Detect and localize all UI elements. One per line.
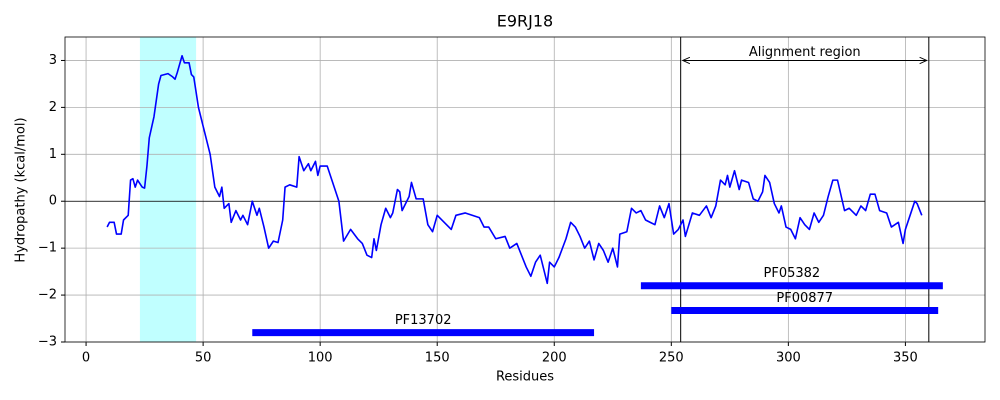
x-tick-label: 150 xyxy=(425,351,450,366)
alignment-label: Alignment region xyxy=(749,45,861,60)
y-tick-label: −2 xyxy=(38,288,57,303)
x-axis-label: Residues xyxy=(496,370,554,385)
x-tick-label: 0 xyxy=(82,351,90,366)
x-tick-label: 350 xyxy=(893,351,918,366)
y-axis-label: Hydropathy (kcal/mol) xyxy=(14,117,29,262)
y-tick-label: 0 xyxy=(49,194,57,209)
highlight-span xyxy=(139,37,197,342)
y-tick-label: 3 xyxy=(49,53,57,68)
domain-label: PF13702 xyxy=(395,313,452,328)
hydropathy-line xyxy=(106,54,923,285)
domain-label: PF05382 xyxy=(764,266,821,281)
domain-label: PF00877 xyxy=(776,291,833,306)
y-tick-label: 2 xyxy=(49,100,57,115)
x-tick-label: 250 xyxy=(659,351,684,366)
x-tick-label: 200 xyxy=(542,351,567,366)
x-tick-label: 50 xyxy=(195,351,212,366)
plot-frame xyxy=(64,36,986,343)
y-tick-label: −1 xyxy=(38,241,57,256)
chart-title: E9RJ18 xyxy=(497,12,553,31)
x-tick-label: 300 xyxy=(776,351,801,366)
y-tick-label: −3 xyxy=(38,335,57,350)
x-tick-label: 100 xyxy=(308,351,333,366)
y-tick-label: 1 xyxy=(49,147,57,162)
